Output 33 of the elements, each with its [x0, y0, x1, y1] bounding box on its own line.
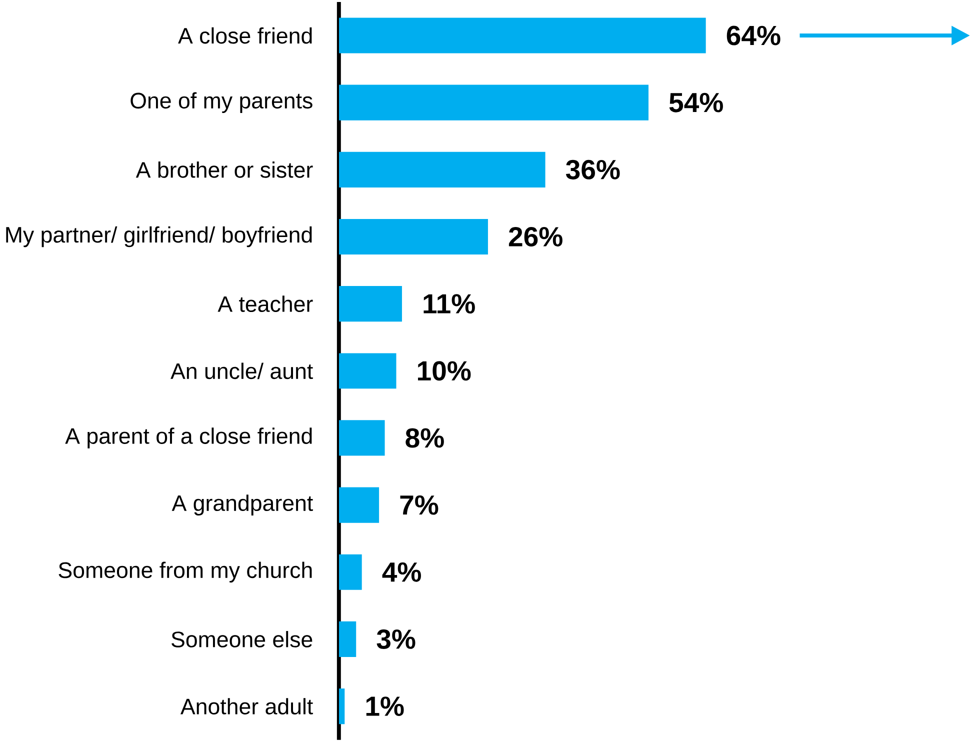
bar: [338, 554, 362, 590]
y-tick-label: My partner/ girlfriend/ boyfriend: [6, 226, 312, 248]
bar: [338, 84, 649, 120]
y-tick-label: A close friend: [178, 27, 312, 44]
bar: [338, 688, 345, 724]
y-tick-label: A parent of a close friend: [65, 428, 312, 448]
data-label: 26%: [508, 227, 562, 247]
bar: [338, 622, 356, 658]
bar: [338, 152, 546, 188]
data-label: 64%: [726, 26, 780, 46]
data-label: 4%: [382, 562, 421, 582]
y-tick-label: Someone from my church: [58, 562, 312, 583]
data-label: 36%: [566, 160, 620, 180]
y-tick-label: A brother or sister: [136, 162, 313, 178]
data-label: 8%: [406, 428, 444, 448]
y-tick-label: One of my parents: [130, 92, 312, 114]
data-label: 1%: [366, 696, 404, 716]
y-tick-label: A grandparent: [172, 494, 313, 516]
data-label: 3%: [376, 630, 416, 650]
bar: [338, 487, 380, 523]
y-tick-label: An uncle/ aunt: [170, 362, 313, 380]
y-tick-label: A teacher: [218, 296, 313, 312]
y-tick-label: Another adult: [180, 698, 313, 715]
bar: [338, 286, 402, 322]
bar: [338, 18, 706, 54]
data-label: 11%: [424, 294, 475, 314]
data-label: 7%: [400, 495, 438, 515]
data-label: 10%: [418, 361, 471, 381]
bar: [338, 219, 488, 255]
bar: [338, 420, 385, 456]
y-tick-label: Someone else: [172, 631, 312, 648]
bar: [338, 353, 396, 389]
data-label: 54%: [669, 92, 723, 112]
